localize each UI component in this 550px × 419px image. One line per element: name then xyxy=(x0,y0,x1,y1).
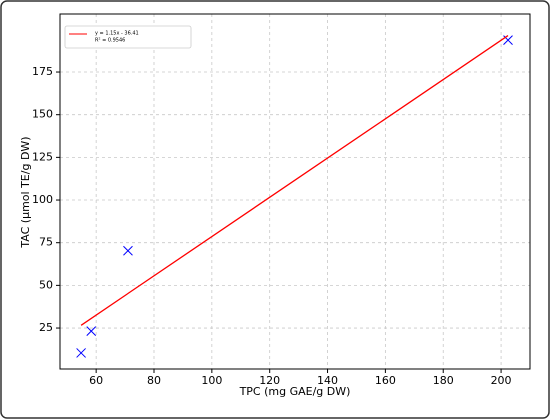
x-tick-label: 180 xyxy=(433,374,454,387)
fit-line xyxy=(80,35,509,326)
x-tick-label: 120 xyxy=(259,374,280,387)
y-tick-label: 25 xyxy=(39,321,53,334)
y-tick-label: 100 xyxy=(32,193,53,206)
x-tick-label: 100 xyxy=(201,374,222,387)
plot-area xyxy=(59,13,531,370)
y-tick-label: 75 xyxy=(39,236,53,249)
point xyxy=(123,245,133,256)
x-tick-label: 60 xyxy=(89,374,103,387)
x-axis-label: TPC (mg GAE/g DW) xyxy=(239,385,351,398)
point xyxy=(86,326,97,336)
y-tick-label: 150 xyxy=(32,108,53,121)
legend-label: y = 1.15x - 36.41 xyxy=(95,31,139,37)
legend-label: R² = 0.9546 xyxy=(95,38,125,44)
y-tick-label: 50 xyxy=(39,278,53,291)
x-tick-label: 140 xyxy=(317,374,338,387)
y-tick-label: 125 xyxy=(32,150,53,163)
legend-box xyxy=(64,25,192,49)
y-tick-label: 175 xyxy=(32,65,53,78)
x-tick-label: 200 xyxy=(491,374,512,387)
y-axis-label: TAC (μmol TE/g DW) xyxy=(19,136,32,248)
x-tick-label: 160 xyxy=(375,374,396,387)
point xyxy=(76,348,86,358)
x-tick-label: 80 xyxy=(147,374,161,387)
